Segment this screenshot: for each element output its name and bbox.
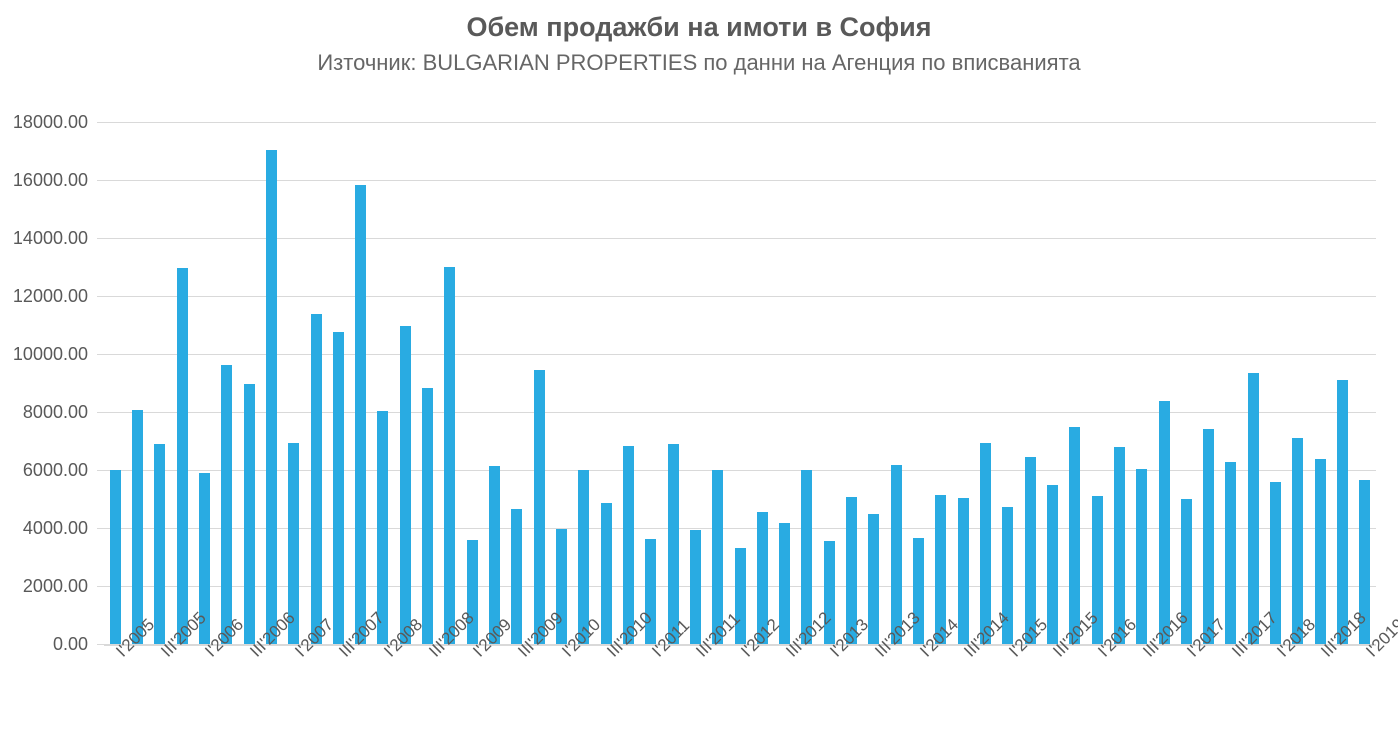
y-axis-tick-label: 4000.00	[22, 518, 88, 538]
plot-wrapper: 0.00 2000.00 4000.00 6000.00 8000.00 10000.00…	[0, 108, 1398, 668]
y-axis-tick-mark	[97, 354, 104, 355]
gridline	[104, 354, 1376, 355]
bar[interactable]	[399, 325, 411, 644]
y-axis-tick-label: 0.00	[52, 634, 88, 654]
bar[interactable]	[734, 547, 746, 644]
bar[interactable]	[1046, 484, 1058, 644]
chart-title-block: Обем продажби на имоти в София Източник:…	[0, 10, 1398, 78]
x-axis: I'2005 III'2005 I'2006 III'2006 I'2007 III'20…	[104, 608, 1398, 740]
bar[interactable]	[1158, 400, 1170, 644]
gridline	[104, 296, 1376, 297]
bar[interactable]	[1359, 479, 1371, 644]
bar[interactable]	[667, 443, 679, 644]
bar[interactable]	[154, 443, 166, 644]
y-axis-tick-label: 12000.00	[12, 286, 88, 306]
gridline	[104, 412, 1376, 413]
y-axis-tick-label: 6000.00	[22, 460, 88, 480]
bar[interactable]	[1270, 481, 1282, 644]
y-axis-tick-label: 18000.00	[12, 112, 88, 132]
bar[interactable]	[243, 384, 255, 644]
bar[interactable]	[422, 387, 434, 644]
gridline	[104, 528, 1376, 529]
bar[interactable]	[756, 512, 768, 644]
bar-series	[104, 122, 1376, 644]
bar[interactable]	[1180, 499, 1192, 644]
bar[interactable]	[511, 508, 523, 644]
y-axis-tick-mark	[97, 470, 104, 471]
bar[interactable]	[176, 268, 188, 644]
bar[interactable]	[489, 466, 501, 644]
bar[interactable]	[1203, 429, 1215, 644]
bar[interactable]	[221, 364, 233, 644]
bar[interactable]	[913, 538, 925, 644]
y-axis-tick-mark	[97, 122, 104, 123]
gridline	[104, 180, 1376, 181]
bar[interactable]	[935, 494, 947, 644]
y-axis-tick-mark	[97, 296, 104, 297]
axis-baseline	[104, 644, 1376, 646]
bar[interactable]	[466, 540, 478, 644]
y-axis-tick-mark	[97, 586, 104, 587]
y-axis-tick-label: 10000.00	[12, 344, 88, 364]
bar[interactable]	[1002, 506, 1014, 644]
bar[interactable]	[645, 539, 657, 644]
bar[interactable]	[1091, 495, 1103, 644]
bar[interactable]	[109, 470, 121, 644]
bar[interactable]	[555, 528, 567, 644]
bar[interactable]	[779, 523, 791, 644]
y-axis-tick-label: 2000.00	[22, 576, 88, 596]
bar[interactable]	[444, 267, 456, 644]
bar[interactable]	[310, 313, 322, 644]
bar[interactable]	[1225, 462, 1237, 644]
y-axis-tick-label: 8000.00	[22, 402, 88, 422]
chart-subtitle: Източник: BULGARIAN PROPERTIES по данни …	[317, 50, 1081, 75]
bar[interactable]	[957, 498, 969, 644]
y-axis: 0.00 2000.00 4000.00 6000.00 8000.00 10000.00…	[0, 108, 96, 653]
y-axis-tick-mark	[97, 412, 104, 413]
bar[interactable]	[1113, 446, 1125, 644]
bar[interactable]	[1024, 456, 1036, 644]
bar[interactable]	[355, 184, 367, 644]
page-title: Обем продажби на имоти в София	[466, 12, 932, 42]
bar[interactable]	[600, 503, 612, 644]
bar[interactable]	[622, 446, 634, 644]
bar[interactable]	[578, 469, 590, 644]
bar[interactable]	[979, 442, 991, 644]
bar[interactable]	[1292, 438, 1304, 644]
bar[interactable]	[198, 473, 210, 644]
gridline	[104, 238, 1376, 239]
gridline	[104, 470, 1376, 471]
bar[interactable]	[846, 496, 858, 644]
bar[interactable]	[332, 331, 344, 644]
y-axis-tick-label: 14000.00	[12, 228, 88, 248]
bar[interactable]	[377, 410, 389, 644]
y-axis-tick-mark	[97, 238, 104, 239]
bar[interactable]	[533, 369, 545, 644]
y-axis-tick-label: 16000.00	[12, 170, 88, 190]
bar[interactable]	[131, 410, 143, 644]
y-axis-tick-mark	[97, 528, 104, 529]
bar[interactable]	[689, 529, 701, 644]
bar[interactable]	[1069, 426, 1081, 644]
bar[interactable]	[823, 541, 835, 644]
bar[interactable]	[801, 469, 813, 644]
bar[interactable]	[1314, 458, 1326, 644]
bar[interactable]	[868, 513, 880, 644]
y-axis-tick-mark	[97, 644, 104, 645]
y-axis-tick-mark	[97, 180, 104, 181]
bar[interactable]	[265, 150, 277, 644]
bar[interactable]	[890, 464, 902, 644]
bar[interactable]	[1247, 372, 1259, 644]
bar[interactable]	[288, 442, 300, 644]
gridline	[104, 122, 1376, 123]
bar[interactable]	[1136, 468, 1148, 644]
bar[interactable]	[712, 469, 724, 644]
bar[interactable]	[1337, 380, 1349, 644]
plot-area	[97, 122, 1376, 646]
